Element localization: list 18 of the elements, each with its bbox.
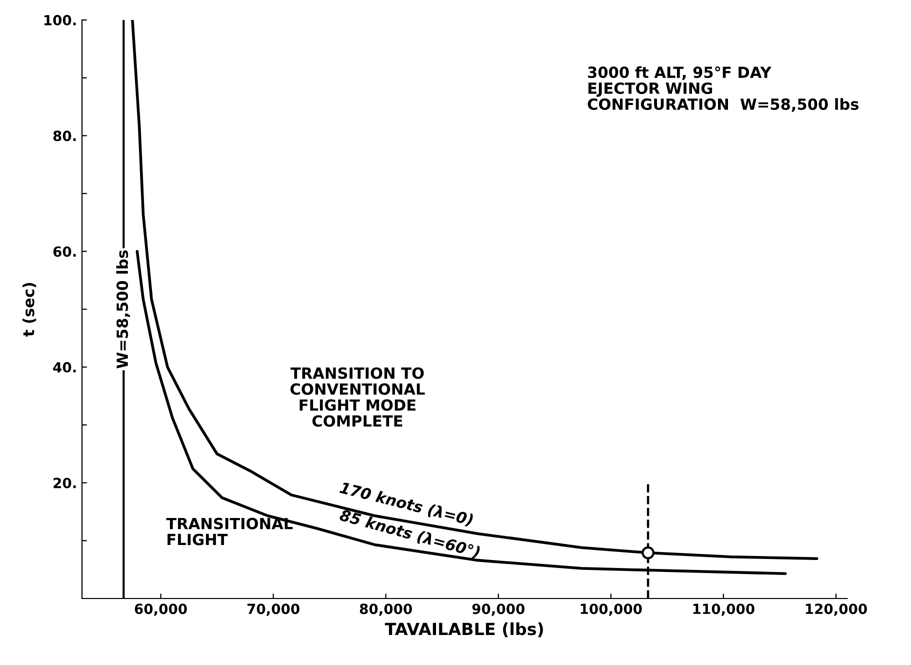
x-tick-label: 60,000 — [134, 604, 187, 616]
y-tick-label: 20. — [54, 478, 76, 488]
x-tick-label: 80,000 — [360, 604, 412, 616]
annotation: 3000 ft ALT, 95°F DAY EJECTOR WING CONFIGURATION W=58,500 lbs — [588, 66, 858, 112]
y-axis-title: t (sec) — [22, 282, 36, 337]
x-axis-title: TAVAILABLE (lbs) — [384, 622, 543, 638]
x-tick-label: 100,000 — [580, 604, 642, 616]
y-tick-label: 40. — [53, 362, 76, 373]
x-tick-label: 90,000 — [472, 604, 525, 616]
x-tick-label: 120,000 — [806, 604, 867, 616]
annotation: TRANSITION TO CONVENTIONAL FLIGHT MODE COMPLETE — [290, 367, 425, 427]
annotation: TRANSITIONAL FLIGHT — [166, 518, 293, 546]
y-tick-label: 100. — [44, 14, 76, 26]
y-tick-label: 60. — [53, 246, 76, 257]
y-tick-label: 80. — [53, 130, 76, 142]
x-tick-label: 110,000 — [693, 604, 754, 616]
x-tick-label: 70,000 — [247, 604, 300, 616]
annotation: W=58,500 lbs — [116, 250, 130, 368]
